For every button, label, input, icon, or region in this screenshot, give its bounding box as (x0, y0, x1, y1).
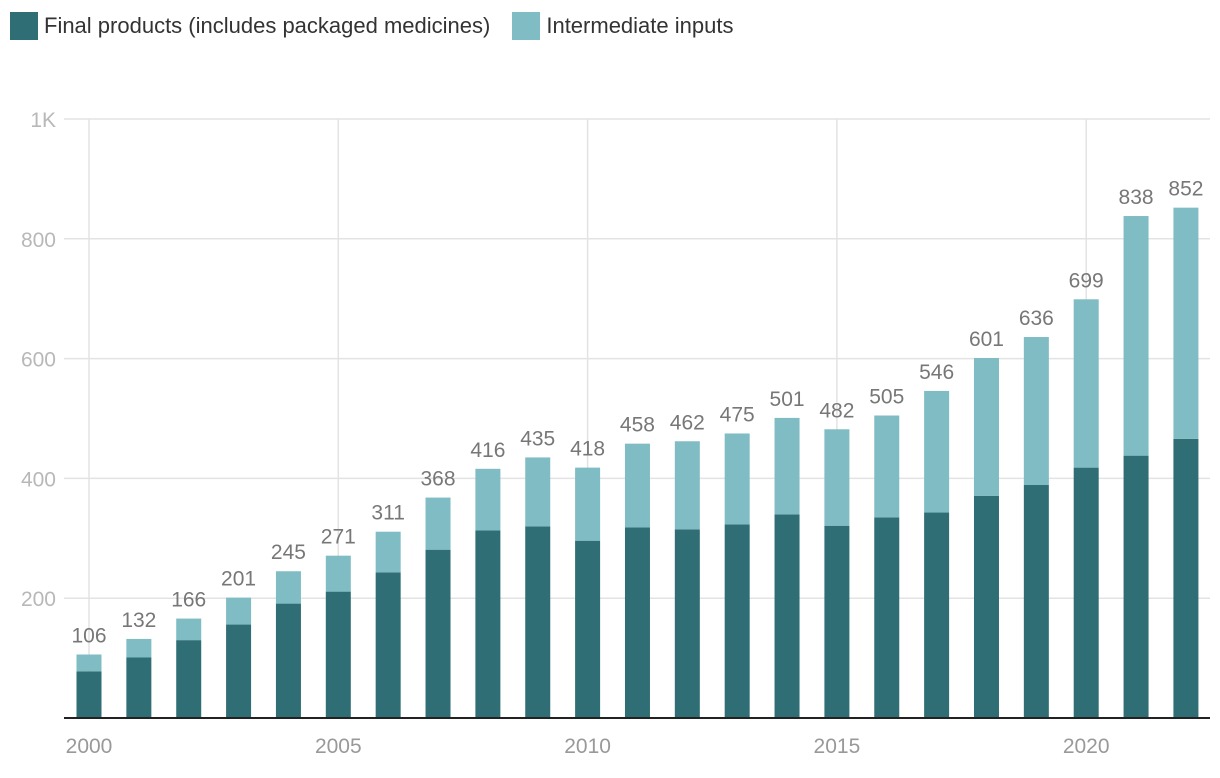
bar-intermediate-inputs (1173, 207, 1199, 439)
bar-total-label: 601 (969, 328, 1004, 351)
bar-intermediate-inputs (325, 555, 351, 592)
bar-final-products (1123, 455, 1149, 718)
bar-intermediate-inputs (1023, 337, 1049, 485)
bar-final-products (76, 671, 102, 718)
bar-total-label: 505 (869, 386, 904, 409)
bar-intermediate-inputs (176, 618, 202, 641)
legend-swatch-final-products (10, 12, 38, 40)
bar-intermediate-inputs (575, 467, 601, 541)
bar-final-products (226, 624, 252, 718)
bar-final-products (176, 640, 202, 718)
legend-label-intermediate-inputs: Intermediate inputs (546, 13, 734, 38)
bar-total-label: 475 (720, 403, 755, 426)
bar-intermediate-inputs (475, 468, 501, 531)
bar-intermediate-inputs (824, 429, 850, 526)
y-tick-label: 800 (21, 229, 56, 252)
bar-intermediate-inputs (624, 443, 650, 528)
bar-total-label: 132 (121, 609, 156, 632)
bar-intermediate-inputs (226, 597, 252, 625)
bar-final-products (325, 591, 351, 718)
bar-intermediate-inputs (375, 531, 401, 573)
legend-swatch-intermediate-inputs (512, 12, 541, 40)
bar-total-label: 106 (71, 625, 106, 648)
bar-final-products (1073, 467, 1099, 718)
bar-final-products (624, 527, 650, 718)
bar-total-label: 435 (520, 427, 555, 450)
bar-total-label: 368 (420, 468, 455, 491)
bar-final-products (924, 512, 950, 718)
bar-intermediate-inputs (973, 358, 999, 496)
x-tick-label: 2010 (564, 735, 611, 758)
bar-final-products (475, 530, 501, 718)
bar-total-label: 458 (620, 414, 655, 437)
bar-intermediate-inputs (126, 638, 152, 658)
x-tick-label: 2020 (1063, 735, 1110, 758)
bar-intermediate-inputs (1073, 299, 1099, 468)
bar-intermediate-inputs (924, 390, 950, 513)
bar-final-products (275, 603, 301, 718)
legend-item-final-products: Final products (includes packaged medici… (10, 12, 490, 40)
x-tick-label: 2015 (814, 735, 861, 758)
bar-total-label: 418 (570, 438, 605, 461)
bar-total-label: 201 (221, 568, 256, 591)
legend-label-final-products: Final products (includes packaged medici… (44, 13, 491, 38)
y-tick-label: 400 (21, 468, 56, 491)
bar-total-label: 852 (1168, 178, 1203, 201)
bar-final-products (425, 549, 451, 718)
bar-total-label: 166 (171, 589, 206, 612)
y-tick-label: 1K (30, 109, 56, 132)
bar-final-products (874, 517, 900, 718)
bar-total-label: 462 (670, 411, 705, 434)
bar-total-label: 271 (321, 526, 356, 549)
bar-final-products (1023, 484, 1049, 718)
bar-intermediate-inputs (275, 571, 301, 604)
bar-intermediate-inputs (674, 441, 700, 530)
bar-total-label: 501 (770, 388, 805, 411)
bar-intermediate-inputs (425, 497, 451, 550)
bar-final-products (824, 525, 850, 718)
x-tick-label: 2000 (66, 735, 113, 758)
bar-final-products (1173, 438, 1199, 718)
bar-intermediate-inputs (724, 433, 750, 525)
bar-total-label: 546 (919, 361, 954, 384)
bar-final-products (375, 572, 401, 718)
bar-intermediate-inputs (76, 654, 102, 672)
legend-item-intermediate-inputs: Intermediate inputs (512, 12, 733, 40)
bar-total-label: 636 (1019, 307, 1054, 330)
bar-intermediate-inputs (874, 415, 900, 518)
bar-final-products (724, 524, 750, 718)
bar-total-label: 311 (371, 502, 404, 525)
legend: Final products (includes packaged medici… (10, 12, 733, 40)
bar-intermediate-inputs (525, 457, 551, 527)
bar-total-label: 482 (819, 399, 854, 422)
bar-final-products (126, 657, 152, 718)
bar-intermediate-inputs (1123, 216, 1149, 456)
bar-total-label: 245 (271, 541, 306, 564)
bar-final-products (674, 529, 700, 718)
y-tick-label: 600 (21, 349, 56, 372)
bar-final-products (774, 514, 800, 718)
bar-total-label: 699 (1069, 269, 1104, 292)
bar-total-label: 838 (1119, 186, 1154, 209)
y-tick-label: 200 (21, 588, 56, 611)
bar-final-products (525, 526, 551, 718)
bar-final-products (973, 495, 999, 718)
bar-final-products (575, 540, 601, 718)
bar-intermediate-inputs (774, 417, 800, 515)
x-tick-label: 2005 (315, 735, 362, 758)
bar-total-label: 416 (470, 439, 505, 462)
